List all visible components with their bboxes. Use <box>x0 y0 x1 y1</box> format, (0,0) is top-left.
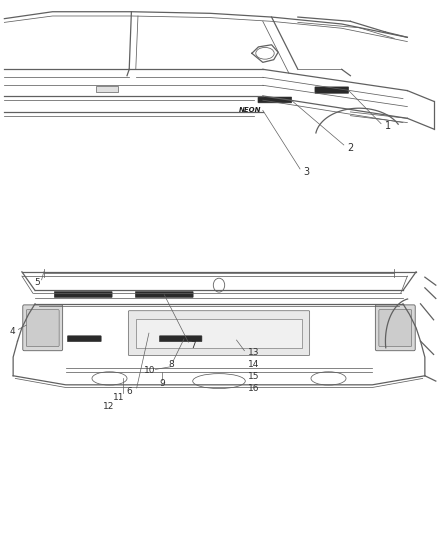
FancyBboxPatch shape <box>67 336 101 342</box>
FancyBboxPatch shape <box>258 97 292 103</box>
FancyBboxPatch shape <box>54 292 112 297</box>
Bar <box>96 86 118 92</box>
Text: 13: 13 <box>247 349 259 357</box>
Text: 5: 5 <box>34 278 40 287</box>
Text: 16: 16 <box>247 384 259 392</box>
Text: 10: 10 <box>144 366 155 375</box>
FancyBboxPatch shape <box>128 311 310 356</box>
Text: 15: 15 <box>247 372 259 381</box>
Text: 11: 11 <box>113 393 125 401</box>
FancyBboxPatch shape <box>159 336 202 342</box>
FancyBboxPatch shape <box>26 310 59 346</box>
FancyBboxPatch shape <box>315 87 349 93</box>
Text: 6: 6 <box>126 387 132 396</box>
Text: 2: 2 <box>347 143 353 152</box>
Text: NEON: NEON <box>239 107 261 114</box>
Text: 1: 1 <box>385 122 391 131</box>
Text: 14: 14 <box>247 360 259 369</box>
Text: 7: 7 <box>191 341 196 350</box>
Text: 8: 8 <box>168 360 174 369</box>
Text: 9: 9 <box>159 379 165 387</box>
FancyBboxPatch shape <box>379 310 412 346</box>
FancyBboxPatch shape <box>135 292 193 297</box>
FancyBboxPatch shape <box>23 305 63 351</box>
Bar <box>136 319 302 348</box>
Text: 12: 12 <box>103 402 114 410</box>
Text: 3: 3 <box>304 167 310 176</box>
Text: 4: 4 <box>10 327 15 336</box>
FancyBboxPatch shape <box>375 305 415 351</box>
